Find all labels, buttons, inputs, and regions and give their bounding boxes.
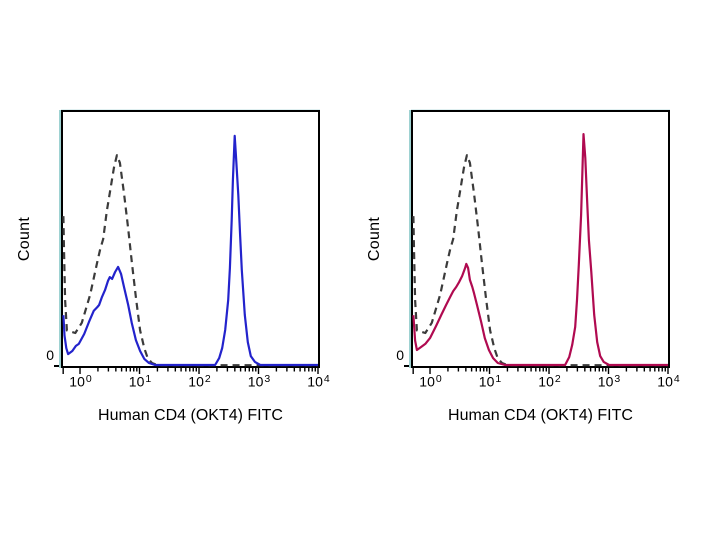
curve-cd4-fitc-solid [412, 133, 668, 367]
x-tick-label-10e2: 102 [538, 373, 561, 390]
histogram-panel-right: Count 0 100 101 102 103 104 Human CD4 (OKT4)… [350, 0, 713, 535]
curve-cd4-fitc-solid [62, 134, 318, 367]
x-tick-label-10e1: 101 [478, 373, 502, 390]
x-tick-label-10e0: 100 [69, 373, 92, 390]
y-axis-label: Count [16, 216, 33, 262]
x-tick-label-10e0: 100 [419, 373, 442, 390]
x-tick-label-10e1: 101 [128, 373, 152, 390]
x-tick-label-10e4: 104 [657, 373, 680, 390]
y-axis-zero-label: 0 [46, 347, 54, 363]
x-axis-ticks [62, 368, 319, 374]
y-axis-zero-label: 0 [396, 347, 404, 363]
curve-isotype-control-dashed [412, 154, 668, 367]
x-tick-label-10e3: 103 [597, 373, 621, 390]
x-tick-label-10e4: 104 [307, 373, 330, 390]
histogram-panel-left: Count 0 100 101 102 103 104 Human CD4 (OKT4)… [0, 110, 363, 424]
y-axis-zero-tick [54, 365, 61, 367]
x-tick-label-10e3: 103 [247, 373, 271, 390]
histogram-curves [412, 133, 668, 367]
y-axis-zero-tick [404, 365, 411, 367]
x-axis-tick-labels: 100 101 102 103 104 [350, 372, 713, 394]
x-tick-label-10e2: 102 [188, 373, 211, 390]
curve-isotype-control-dashed [62, 154, 318, 367]
x-axis-title: Human CD4 (OKT4) FITC [98, 407, 283, 424]
histogram-curves [62, 134, 318, 367]
y-axis-label: Count [366, 216, 383, 262]
x-axis-ticks [412, 368, 669, 374]
x-axis-title: Human CD4 (OKT4) FITC [448, 407, 633, 424]
x-axis-tick-labels: 100 101 102 103 104 [0, 372, 363, 394]
